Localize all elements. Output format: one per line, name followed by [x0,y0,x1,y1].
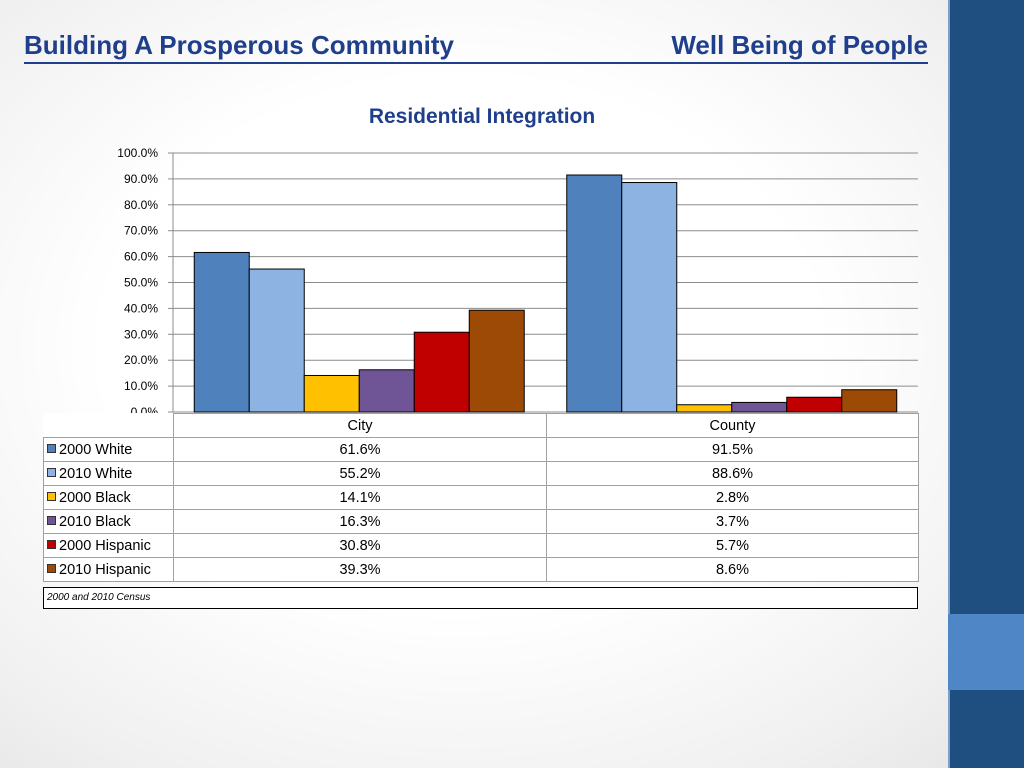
legend-entry: 2000 Black [43,485,174,510]
data-label: 30.8% [173,533,547,558]
bar [786,396,843,413]
legend-entry: 2010 Hispanic [43,557,174,582]
bar [566,174,623,413]
legend-swatch [47,491,56,501]
bar [413,331,470,413]
x-tick-label: City [173,413,547,438]
legend-entry: 2000 White [43,437,174,462]
bar [303,374,360,413]
legend-swatch [47,539,56,549]
data-label: 5.7% [546,533,919,558]
legend-swatch [47,467,56,477]
y-tick-label: 60.0% [124,250,158,264]
y-tick-label: 80.0% [124,198,158,212]
header-left-title: Building A Prosperous Community [24,30,454,60]
legend-label: 2010 Hispanic [59,561,151,578]
table-row: 2010 Black 16.3% 3.7% [43,509,919,534]
source-footnote: 2000 and 2010 Census [43,587,918,609]
table-row: 2000 Black 14.1% 2.8% [43,485,919,510]
data-label: 61.6% [173,437,547,462]
legend-label: 2000 White [59,441,133,458]
bar [676,404,733,413]
data-label: 2.8% [546,485,919,510]
legend-entry: 2000 Hispanic [43,533,174,558]
y-tick-label: 90.0% [124,172,158,186]
y-tick-label: 40.0% [124,301,158,315]
legend-swatch [47,563,56,573]
legend-label: 2010 White [59,465,133,482]
bar [193,251,250,413]
data-label: 14.1% [173,485,547,510]
side-band-accent [948,614,1024,690]
data-label: 88.6% [546,461,919,486]
y-tick-label: 100.0% [117,146,158,160]
legend-label: 2000 Hispanic [59,537,151,554]
table-row: 2000 White 61.6% 91.5% [43,437,919,462]
side-band-edge [948,0,950,768]
data-label: 3.7% [546,509,919,534]
header-right-title: Well Being of People [671,30,928,60]
table-corner [43,413,174,438]
data-label: 16.3% [173,509,547,534]
table-header-row: City County [43,413,919,438]
legend-label: 2010 Black [59,513,131,530]
table-row: 2000 Hispanic 30.8% 5.7% [43,533,919,558]
table-row: 2010 Hispanic 39.3% 8.6% [43,557,919,582]
y-tick-label: 10.0% [124,379,158,393]
bar-chart: 0.0%10.0%20.0%30.0%40.0%50.0%60.0%70.0%8… [117,146,918,419]
legend-entry: 2010 Black [43,509,174,534]
bar [358,369,415,413]
bar [841,389,898,413]
chart-data-table: City County 2000 White 61.6% 91.5% 2010 White… [43,413,919,582]
y-tick-label: 30.0% [124,327,158,341]
table-row: 2010 White 55.2% 88.6% [43,461,919,486]
data-label: 8.6% [546,557,919,582]
data-label: 91.5% [546,437,919,462]
chart-title: Residential Integration [368,105,596,128]
y-tick-label: 20.0% [124,353,158,367]
x-tick-label: County [546,413,919,438]
legend-swatch [47,515,56,525]
data-label: 39.3% [173,557,547,582]
bar [621,182,678,413]
slide-header: Building A Prosperous Community Well Bei… [24,30,928,64]
legend-entry: 2010 White [43,461,174,486]
bar [731,401,788,413]
bar [468,309,525,413]
y-tick-label: 50.0% [124,276,158,290]
slide-side-band [948,0,1024,768]
data-label: 55.2% [173,461,547,486]
legend-label: 2000 Black [59,489,131,506]
legend-swatch [47,443,56,453]
bar [248,268,305,413]
y-tick-label: 70.0% [124,224,158,238]
